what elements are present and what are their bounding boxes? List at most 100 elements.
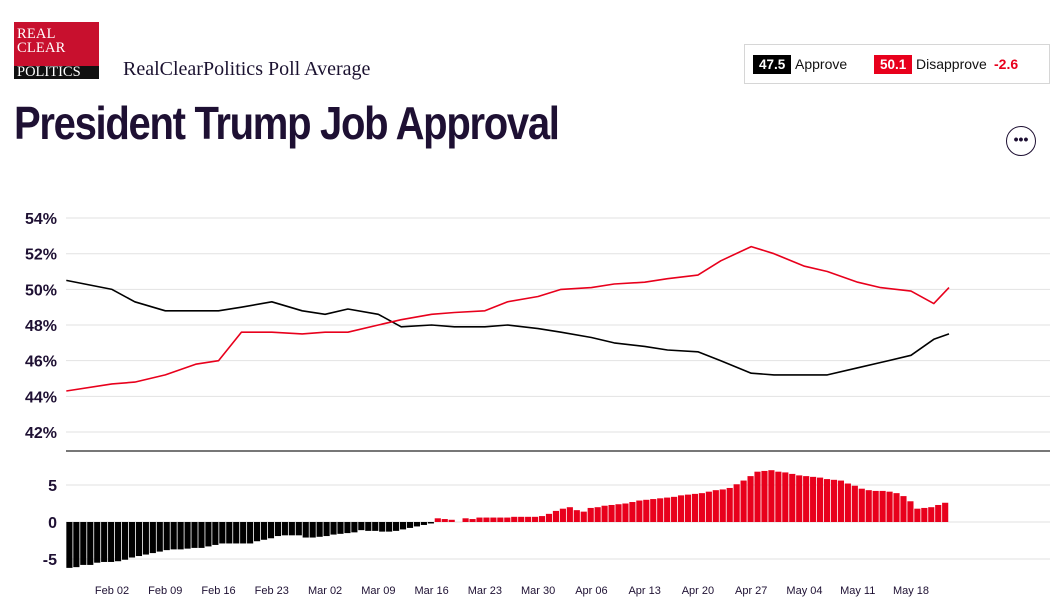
y-tick-label: 46%	[25, 354, 57, 371]
spread-bar	[274, 522, 282, 537]
disapprove-value-badge: 50.1	[874, 55, 913, 74]
spread-bar	[545, 513, 553, 522]
spread-bar	[538, 516, 546, 522]
spread-bar	[636, 500, 643, 522]
spread-bar	[476, 517, 483, 522]
y-tick-label: 42%	[25, 425, 57, 442]
spread-bar	[108, 522, 115, 562]
logo-line-3: POLITICS	[17, 64, 81, 80]
spread-bar	[372, 522, 379, 531]
spread-bar	[698, 493, 705, 522]
spread-bar	[712, 490, 719, 522]
spread-bar	[170, 522, 177, 550]
spread-bar	[858, 488, 865, 522]
spread-bar	[566, 507, 573, 522]
spread-bar	[782, 472, 789, 522]
x-tick-label: Mar 30	[521, 585, 555, 597]
spread-bar	[302, 522, 309, 538]
spread-bar	[754, 471, 761, 522]
spread-bar	[511, 516, 518, 522]
spread-bar	[87, 522, 94, 565]
spread-bar	[629, 502, 636, 522]
approve-label: Approve	[795, 56, 848, 72]
spread-bar	[149, 522, 156, 554]
spread-bar	[344, 522, 351, 534]
spread-bar	[101, 522, 108, 562]
spread-bar	[525, 516, 532, 522]
x-tick-label: May 18	[893, 585, 929, 597]
spread-bar	[142, 522, 149, 555]
spread-bar	[115, 522, 122, 562]
spread-bar	[657, 498, 664, 522]
spread-bar	[643, 499, 650, 522]
spread-bar	[212, 522, 219, 545]
spread-bar	[128, 522, 136, 558]
poll-summary: 47.5 Approve 50.1 Disapprove -2.6	[744, 44, 1050, 84]
spread-bar	[601, 505, 608, 522]
spread-bar	[413, 522, 421, 527]
y-tick-label: 44%	[25, 389, 57, 406]
spread-bar	[121, 522, 129, 560]
x-tick-label: Apr 20	[682, 585, 714, 597]
spread-bar	[156, 522, 163, 552]
spread-bar	[921, 507, 928, 522]
x-tick-label: Mar 02	[308, 585, 342, 597]
spread-bar	[594, 507, 601, 522]
spread-bar	[399, 522, 407, 530]
spread-bar	[532, 516, 539, 522]
spread-bar	[830, 479, 838, 522]
spread-bar	[420, 522, 427, 525]
x-tick-label: May 11	[840, 585, 875, 597]
spread-bar	[448, 519, 455, 522]
ellipsis-icon[interactable]: •••	[1006, 126, 1036, 156]
spread-bar	[677, 495, 685, 522]
spread-bar	[288, 522, 295, 536]
spread-bar	[803, 476, 810, 522]
spread-bar	[768, 470, 775, 522]
spread-bar	[664, 497, 671, 522]
spread-bar	[205, 522, 212, 547]
spread-bar	[281, 522, 288, 536]
series-line-approve	[66, 279, 950, 376]
spread-bar	[733, 484, 740, 522]
spread-bar	[80, 522, 87, 565]
logo-line-1: REAL	[17, 26, 56, 42]
spread-bar	[379, 522, 386, 532]
spread-bar	[247, 522, 254, 544]
x-tick-label: Mar 09	[361, 585, 395, 597]
spread-bar	[66, 522, 73, 568]
disapprove-label: Disapprove	[916, 56, 987, 72]
spread-bar	[254, 522, 261, 542]
y-tick-label: 5	[48, 478, 57, 495]
spread-bar	[650, 499, 657, 522]
x-tick-label: Feb 16	[201, 585, 235, 597]
logo-bar	[14, 66, 99, 79]
spread-bar	[295, 522, 302, 536]
spread-bar	[872, 490, 879, 522]
spread-bar	[684, 494, 692, 522]
spread-bar	[434, 518, 441, 522]
spread-bar	[358, 522, 365, 531]
spread-bar	[747, 476, 754, 522]
spread-bar	[942, 502, 949, 522]
y-tick-label: 54%	[25, 211, 57, 228]
x-tick-label: Apr 27	[735, 585, 767, 597]
spread-bar	[622, 503, 629, 522]
spread-bar	[393, 522, 400, 531]
spread-bar	[469, 519, 476, 522]
spread-bar	[135, 522, 142, 557]
y-tick-label: -5	[43, 552, 57, 569]
spread-bar	[796, 475, 803, 522]
spread-bar	[705, 491, 712, 522]
spread-value: -2.6	[994, 56, 1019, 72]
spread-bar	[427, 522, 434, 524]
spread-bar	[844, 483, 851, 522]
spread-bar	[483, 517, 490, 522]
spread-bar	[893, 493, 900, 522]
spread-bar	[935, 504, 942, 522]
page-title: President Trump Job Approval	[14, 97, 560, 149]
spread-bar	[573, 510, 580, 522]
spread-bar	[789, 473, 796, 522]
spread-bar	[191, 522, 198, 548]
